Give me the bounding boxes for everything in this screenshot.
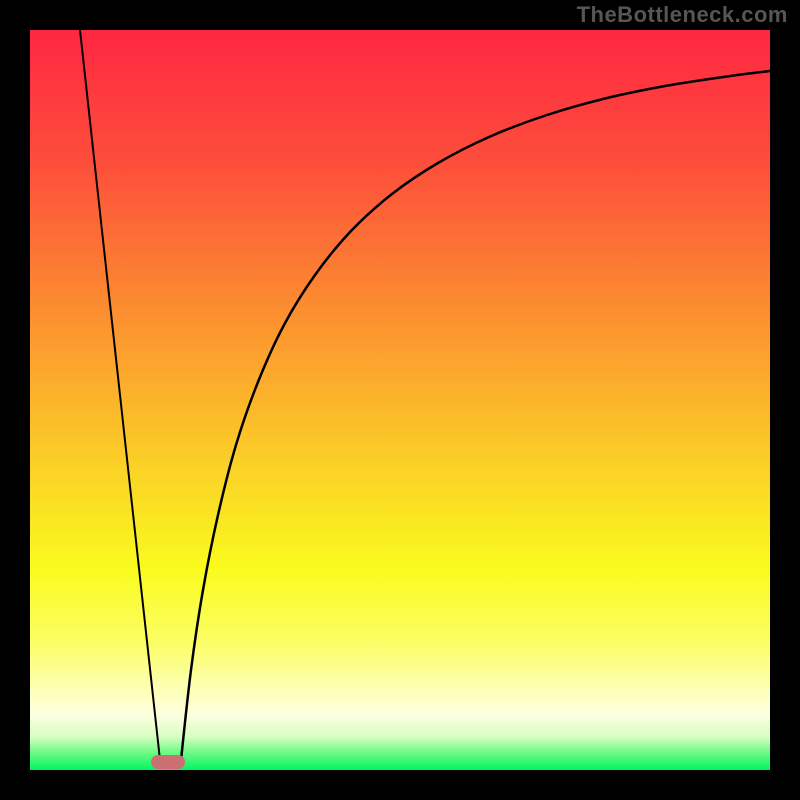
right-asymptote-curve: [181, 71, 770, 760]
bottleneck-marker: [151, 755, 185, 769]
left-descending-line: [80, 30, 160, 760]
watermark-text: TheBottleneck.com: [577, 2, 788, 28]
plot-area: [30, 30, 770, 770]
curve-layer: [30, 30, 770, 770]
chart-container: TheBottleneck.com: [0, 0, 800, 800]
